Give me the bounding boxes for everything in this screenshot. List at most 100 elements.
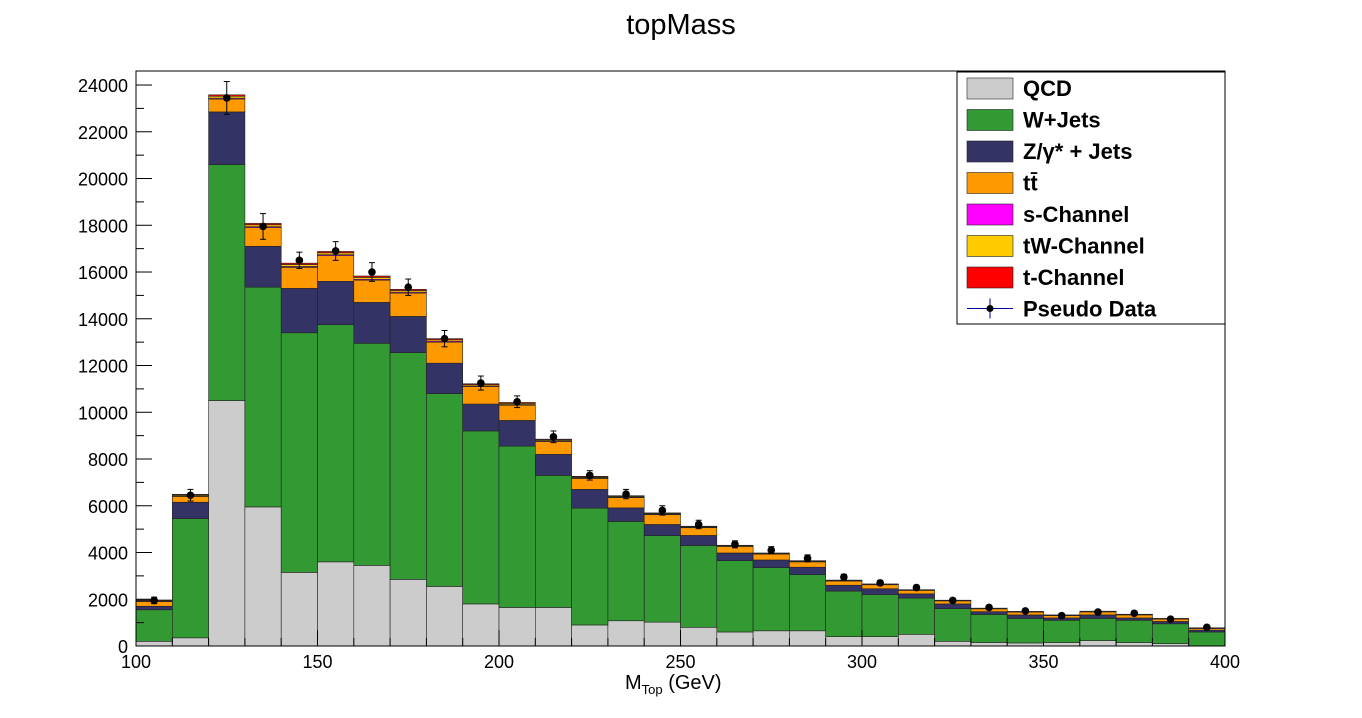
x-axis-label: MTop (GeV) — [625, 672, 722, 697]
legend-swatch-1 — [966, 109, 1014, 131]
x-tick-label: 300 — [847, 652, 877, 672]
bar-0-1 — [172, 637, 209, 647]
bar-1-17 — [752, 567, 790, 632]
bar-2-23 — [970, 611, 1008, 615]
bar-0-12 — [571, 624, 609, 647]
bar-1-26 — [1079, 618, 1117, 641]
bar-2-1 — [172, 501, 209, 519]
bar-1-14 — [643, 535, 681, 623]
legend-label-2: Z/γ* + Jets — [1023, 139, 1132, 164]
bar-0-23 — [970, 642, 1008, 647]
data-point-11 — [549, 430, 558, 444]
bar-2-27 — [1115, 617, 1153, 621]
x-tick-label: 400 — [1210, 652, 1240, 672]
legend-swatch-3 — [966, 172, 1014, 194]
bar-1-13 — [607, 521, 645, 622]
legend-label-3: tt̄ — [1023, 171, 1038, 196]
data-point-27 — [1130, 609, 1139, 618]
data-point-17 — [767, 546, 776, 555]
legend-label-1: W+Jets — [1023, 108, 1101, 133]
data-point-23 — [985, 603, 993, 612]
bar-0-13 — [607, 620, 645, 647]
data-point-13 — [622, 488, 630, 500]
bar-3-14 — [643, 514, 681, 525]
bar-2-18 — [789, 566, 827, 576]
legend-swatch-2 — [966, 140, 1014, 163]
bar-1-22 — [934, 608, 972, 642]
bar-0-15 — [680, 627, 718, 647]
bar-1-8 — [426, 393, 463, 587]
data-point-20 — [876, 579, 884, 587]
bar-1-10 — [498, 445, 536, 608]
y-tick-label: 2000 — [88, 590, 128, 610]
bar-2-24 — [1006, 614, 1044, 619]
bar-2-16 — [716, 552, 754, 561]
y-tick-label: 16000 — [78, 263, 128, 283]
bar-2-12 — [571, 489, 609, 509]
bar-2-21 — [897, 593, 935, 599]
x-tick-label: 200 — [484, 652, 514, 672]
data-point-19 — [840, 573, 848, 581]
x-tick-label: 100 — [121, 652, 151, 672]
y-tick-label: 0 — [118, 637, 128, 657]
bar-1-6 — [353, 343, 391, 566]
bar-2-13 — [607, 507, 645, 522]
data-point-8 — [440, 329, 449, 348]
bar-1-24 — [1006, 618, 1044, 644]
bar-0-9 — [462, 603, 500, 647]
bar-0-26 — [1079, 640, 1117, 647]
legend-swatch-4 — [966, 203, 1014, 226]
data-point-18 — [803, 554, 812, 563]
bar-1-27 — [1115, 619, 1153, 643]
bar-1-29 — [1188, 631, 1226, 647]
bar-2-5 — [317, 281, 355, 325]
data-point-10 — [513, 395, 521, 409]
bar-0-11 — [534, 607, 572, 647]
bar-1-12 — [571, 507, 609, 626]
bar-1-7 — [389, 352, 427, 580]
bar-2-9 — [462, 403, 500, 432]
bar-1-11 — [534, 475, 572, 608]
bar-0-10 — [498, 607, 536, 647]
data-point-14 — [658, 505, 667, 516]
bar-1-16 — [716, 560, 754, 633]
bar-0-5 — [317, 561, 355, 647]
legend-label-6: t-Channel — [1023, 265, 1124, 290]
y-tick-label: 20000 — [78, 170, 128, 190]
bar-1-5 — [317, 324, 355, 563]
series-1 — [135, 164, 1226, 647]
x-tick-label: 350 — [1028, 652, 1058, 672]
bar-3-4 — [280, 267, 318, 289]
data-point-25 — [1057, 611, 1066, 620]
bar-0-4 — [280, 572, 318, 647]
bar-2-3 — [244, 246, 282, 288]
bar-1-1 — [172, 518, 209, 639]
y-tick-label: 18000 — [78, 216, 128, 236]
bar-2-19 — [825, 584, 863, 592]
bar-2-11 — [534, 454, 572, 476]
bar-2-8 — [426, 362, 463, 394]
pseudo-data-points — [150, 81, 1211, 632]
bar-0-27 — [1115, 642, 1153, 647]
bar-0-14 — [643, 621, 681, 647]
legend-label-0: QCD — [1023, 76, 1072, 101]
bar-0-18 — [789, 630, 827, 647]
bar-0-3 — [244, 506, 282, 647]
series-2 — [135, 111, 1226, 633]
y-tick-label: 10000 — [78, 403, 128, 423]
bar-2-0 — [135, 605, 173, 611]
x-axis-label-sub: Top — [642, 682, 663, 697]
bar-1-2 — [208, 164, 246, 401]
bar-2-2 — [208, 111, 246, 165]
bar-0-0 — [135, 641, 173, 647]
legend-swatch-data-marker — [986, 305, 994, 312]
x-axis-label-main: M — [625, 672, 642, 694]
bar-0-16 — [716, 631, 754, 647]
bar-2-14 — [643, 524, 681, 536]
bar-0-25 — [1043, 642, 1081, 647]
legend: QCD W+Jets Z/γ* + Jets tt̄ s-Channel tW-Chann… — [956, 71, 1226, 325]
bar-1-4 — [280, 332, 318, 573]
bar-1-23 — [970, 614, 1008, 643]
legend-swatch-0 — [966, 77, 1014, 100]
data-point-12 — [585, 470, 594, 481]
